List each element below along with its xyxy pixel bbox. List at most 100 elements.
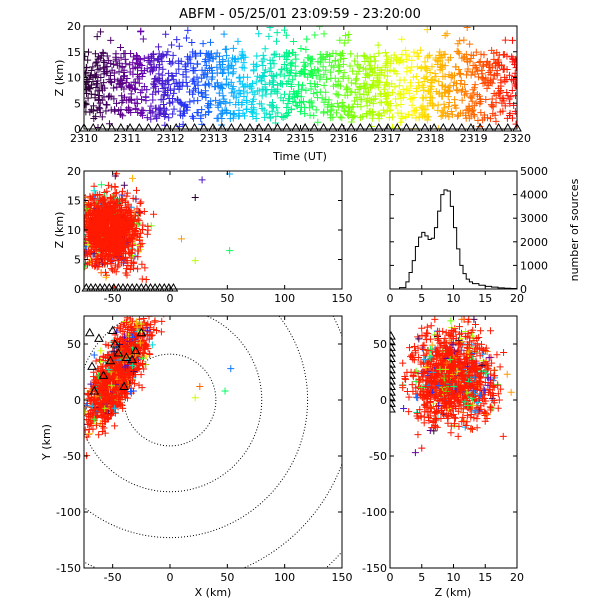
plan-view-source — [92, 357, 100, 365]
x-z-source — [67, 241, 74, 248]
time-height-source — [169, 110, 177, 118]
time-height-source — [405, 52, 413, 60]
time-height-source — [175, 85, 183, 93]
x-z-source — [143, 230, 151, 238]
plan-view-source — [152, 304, 159, 311]
time-height-source — [155, 110, 163, 118]
station-marker — [150, 282, 160, 292]
time-height-source — [186, 98, 194, 106]
plan-view-source — [100, 424, 108, 432]
time-height-source — [508, 86, 516, 94]
time-height-source — [92, 59, 100, 67]
station-marker — [145, 282, 156, 292]
x-z-source — [84, 195, 87, 197]
time-height-source — [170, 89, 178, 97]
x-z-source — [71, 238, 78, 245]
z-y-source — [454, 432, 462, 440]
time-height-source — [430, 102, 438, 110]
time-height-source — [465, 114, 473, 122]
x-z-source — [105, 251, 113, 259]
time-height-source — [84, 84, 92, 92]
time-height-source — [156, 61, 164, 69]
time-height-source — [438, 107, 446, 115]
time-height-source — [445, 103, 453, 111]
time-height-source — [360, 80, 368, 88]
time-height-source — [184, 26, 192, 34]
time-height-source — [310, 112, 318, 120]
time-height-source — [138, 106, 146, 114]
time-height-source — [212, 96, 220, 104]
time-height-source — [218, 109, 226, 117]
time-height-source — [113, 99, 121, 107]
time-height-source — [234, 112, 242, 120]
time-height-source — [301, 110, 309, 118]
time-height-source — [272, 71, 280, 79]
x-z-source — [139, 225, 147, 233]
time-height-source — [324, 101, 332, 109]
time-height-source — [137, 67, 145, 75]
station-marker — [154, 282, 165, 292]
station-marker — [163, 282, 174, 292]
x-z-ylabel: Z (km) — [53, 212, 66, 249]
time-height-source — [284, 99, 292, 107]
plan-view-source — [145, 335, 153, 343]
x-z-source — [108, 243, 116, 251]
z-y-source — [414, 431, 422, 439]
time-height-source — [311, 31, 319, 39]
time-height-source — [258, 92, 266, 100]
plan-view-outlier — [191, 394, 199, 402]
time-height-source — [138, 73, 146, 81]
station-marker — [94, 333, 104, 342]
time-height-source — [159, 84, 167, 92]
x-z-source — [72, 207, 79, 214]
time-height-source — [483, 84, 491, 92]
z-y-source — [418, 331, 426, 339]
time-height-source — [340, 39, 348, 47]
time-height-source — [447, 108, 455, 116]
station-marker — [130, 345, 141, 355]
station-marker — [475, 122, 486, 132]
plan-view-source — [84, 411, 88, 419]
station-marker — [456, 122, 467, 132]
time-height-source — [139, 35, 147, 43]
time-height-source — [374, 41, 382, 49]
time-height-source — [224, 69, 232, 77]
time-height-source — [273, 104, 281, 112]
time-height-source — [218, 69, 226, 77]
time-height-source — [286, 61, 294, 69]
time-height-source — [347, 108, 355, 116]
time-height-source — [273, 81, 281, 89]
time-height-source — [132, 105, 140, 113]
x-z-source — [141, 264, 149, 272]
time-height-source — [265, 32, 273, 40]
time-height-source — [471, 84, 479, 92]
station-marker — [90, 282, 101, 292]
time-height-source — [149, 51, 157, 59]
plan-view-source — [141, 305, 148, 312]
x-z-source — [77, 241, 84, 248]
plan-view-source — [114, 324, 122, 332]
z-y-source — [475, 333, 483, 341]
plan-view-source — [84, 426, 89, 434]
time-height-source — [105, 57, 113, 65]
time-height-source — [375, 49, 383, 57]
x-z-source — [96, 237, 104, 245]
time-height-source — [417, 46, 425, 54]
time-height-source — [179, 112, 187, 120]
time-height-source — [218, 81, 226, 89]
time-height-source — [334, 61, 342, 69]
time-height-source — [96, 109, 104, 117]
time-height-source — [282, 31, 290, 39]
x-z-source — [126, 207, 134, 215]
time-height-source — [150, 63, 158, 71]
x-z-source — [128, 217, 136, 225]
plan-view-source — [109, 372, 117, 380]
time-height-source — [259, 62, 267, 70]
plan-view-source — [84, 387, 87, 389]
time-height-source — [272, 113, 280, 121]
x-z-source — [84, 202, 91, 210]
x-tick-label: 150 — [332, 571, 353, 584]
x-tick-label: -50 — [104, 292, 122, 305]
time-height-source — [274, 109, 282, 117]
plan-view-source — [149, 298, 156, 305]
